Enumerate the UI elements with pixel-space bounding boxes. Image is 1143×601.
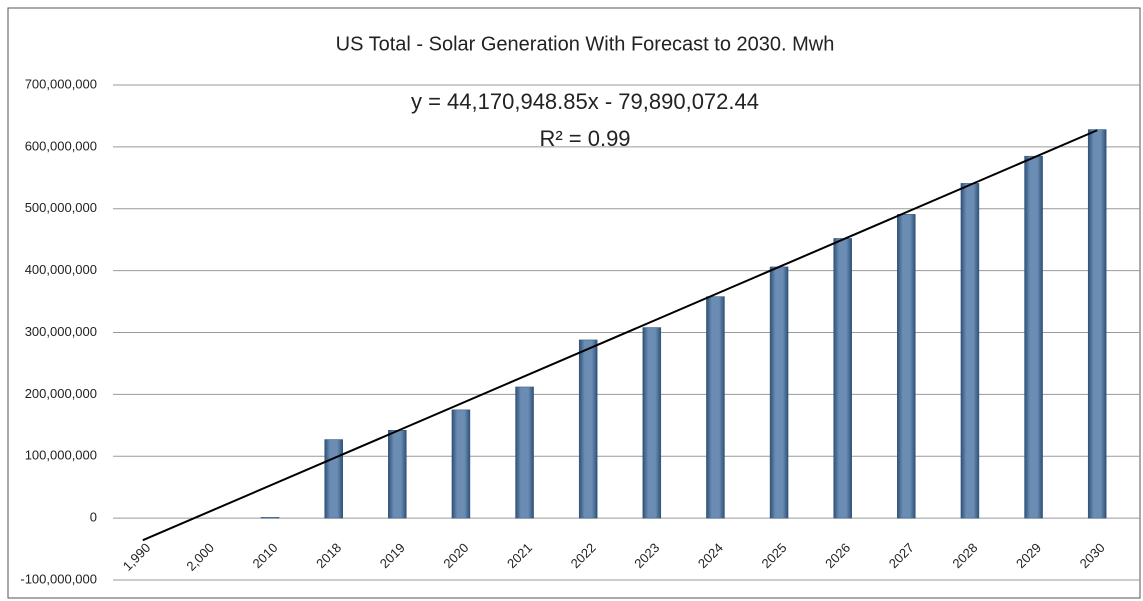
bar <box>833 238 852 519</box>
trendline <box>142 129 1098 542</box>
bar <box>515 386 534 519</box>
chart-border <box>7 7 1141 599</box>
bar <box>1087 129 1107 519</box>
bar <box>578 339 598 519</box>
bar <box>960 183 980 519</box>
y-tick-label: -100,000,000 <box>20 571 97 586</box>
bar <box>1024 155 1043 519</box>
y-tick-label: 400,000,000 <box>25 262 97 277</box>
bar <box>324 439 343 519</box>
chart-title: US Total - Solar Generation With Forecas… <box>336 33 835 55</box>
y-tick-label: 200,000,000 <box>25 386 97 401</box>
bar <box>260 517 280 519</box>
bar <box>897 214 916 519</box>
trendline-equation: y = 44,170,948.85x - 79,890,072.44 <box>411 89 759 114</box>
y-tick-label: 700,000,000 <box>25 76 97 91</box>
bar <box>706 296 725 519</box>
bar <box>769 266 789 519</box>
y-tick-label: 500,000,000 <box>25 200 97 215</box>
bar <box>642 327 662 519</box>
y-tick-label: 100,000,000 <box>25 448 97 463</box>
y-tick-label: 300,000,000 <box>25 324 97 339</box>
y-tick-label: 600,000,000 <box>25 138 97 153</box>
y-tick-label: 0 <box>90 510 97 525</box>
bar <box>388 430 407 519</box>
bar <box>451 409 471 519</box>
